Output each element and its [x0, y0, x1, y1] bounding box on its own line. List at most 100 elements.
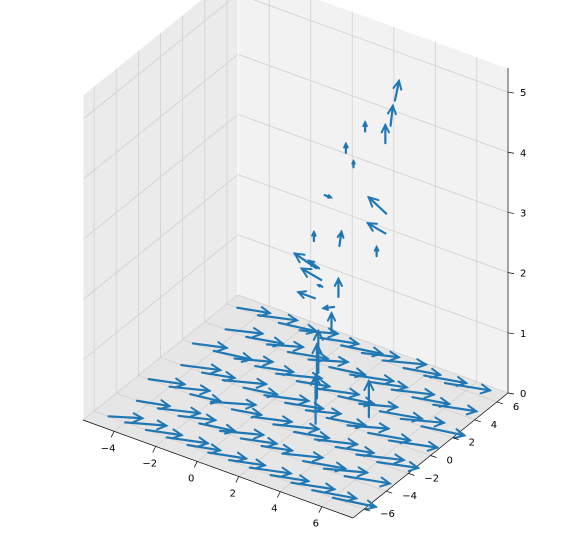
arrow-head: [266, 436, 279, 448]
quiver-arrow: [358, 400, 400, 412]
quiver-arrow: [336, 229, 345, 248]
arrow-shaft: [369, 380, 408, 389]
quiver-arrow: [263, 394, 311, 406]
arrow-shaft: [322, 467, 369, 474]
arrow-shaft: [297, 291, 316, 300]
quiver-arrow: [227, 458, 268, 470]
arrow-shaft: [411, 396, 451, 406]
y-tick-mark: [452, 437, 459, 440]
quiver-arrow: [387, 439, 440, 452]
quiver-arrow: [316, 387, 361, 399]
arrow-shaft: [319, 336, 360, 345]
x-tick-label: 0: [188, 473, 194, 484]
z-tick-mark: [507, 272, 515, 274]
y-tick-label: −2: [424, 473, 439, 484]
quiver-arrow: [218, 428, 266, 440]
arrow-head: [380, 122, 390, 134]
arrow-head: [245, 398, 258, 410]
quiver-arrow: [306, 259, 321, 270]
arrow-head: [388, 350, 402, 362]
arrow-head: [235, 451, 249, 463]
arrow-shaft: [198, 422, 236, 433]
arrow-shaft: [242, 386, 279, 396]
arrow-shaft: [124, 421, 168, 427]
arrow-head: [310, 373, 322, 386]
arrow-shaft: [316, 387, 360, 396]
arrow-shaft: [378, 410, 424, 420]
arrow-head: [363, 378, 375, 392]
arrow-shaft: [254, 364, 295, 374]
y-tick-label: 0: [447, 456, 453, 467]
arrow-shaft: [302, 459, 347, 470]
quiver-arrow: [319, 336, 361, 348]
arrow-shaft: [295, 380, 331, 388]
arrow-shaft: [311, 489, 358, 500]
arrow-shaft: [389, 104, 394, 127]
arrow-head: [337, 355, 350, 367]
arrow-head: [343, 141, 349, 149]
y-tick-label: 6: [513, 402, 519, 413]
arrow-shaft: [227, 458, 266, 467]
arrow-head: [393, 453, 407, 465]
arrow-head: [336, 229, 345, 239]
quiver-arrow: [144, 428, 184, 440]
arrow-head: [209, 363, 223, 375]
quiver-arrow: [177, 413, 218, 425]
arrow-shaft: [236, 306, 271, 315]
arrow-head: [197, 436, 210, 448]
arrow-shaft: [367, 196, 388, 215]
pane-edge: [82, 0, 202, 96]
z-tick-label: 0: [520, 389, 526, 400]
x-tick-mark: [193, 461, 198, 468]
quiver-arrow: [387, 103, 397, 127]
quiver-arrow: [147, 377, 187, 389]
arrow-shaft: [334, 445, 375, 455]
arrow-head: [392, 78, 403, 91]
x-tick-label: 4: [271, 504, 277, 515]
quiver-arrow: [265, 340, 306, 352]
quiver-arrow: [343, 141, 349, 155]
arrow-shaft: [420, 425, 466, 437]
arrow-shaft: [218, 429, 265, 437]
z-tick-mark: [507, 151, 515, 154]
arrow-shaft: [107, 415, 144, 420]
arrow-shaft: [248, 466, 292, 475]
arrow-head: [173, 377, 187, 389]
quiver-arrow: [369, 380, 409, 392]
arrow-shaft: [355, 453, 405, 462]
z-tick-mark: [507, 212, 515, 214]
quiver-arrow: [322, 466, 370, 478]
arrow-shaft: [260, 444, 294, 452]
quiver-arrow: [346, 422, 391, 434]
arrow-shaft: [272, 423, 320, 431]
quiver-arrow: [443, 381, 493, 395]
arrow-head: [479, 383, 493, 395]
arrow-shaft: [331, 496, 377, 508]
quiver-arrow: [333, 276, 343, 298]
y-tick-label: −4: [402, 491, 417, 502]
y-tick-label: 4: [491, 420, 497, 431]
arrow-shaft: [281, 452, 324, 459]
quiver-arrow: [392, 78, 403, 102]
arrow-shaft: [180, 363, 222, 372]
arrow-shaft: [313, 438, 359, 446]
arrow-shaft: [402, 366, 442, 376]
quiver-arrow: [365, 222, 387, 235]
x-tick-mark: [318, 506, 323, 513]
quiver-arrow: [432, 403, 479, 416]
quiver-arrow: [307, 355, 350, 367]
arrow-shaft: [135, 399, 171, 408]
arrow-head: [453, 428, 467, 439]
x-tick-label: 6: [313, 519, 319, 530]
arrow-head: [281, 415, 294, 427]
z-tick-label: 1: [520, 329, 526, 340]
arrow-head: [379, 476, 393, 488]
arrow-head: [465, 404, 479, 416]
quiver-arrow: [316, 284, 324, 288]
arrow-shaft: [293, 430, 330, 440]
quiver-arrow: [351, 158, 356, 169]
arrow-head: [356, 466, 370, 478]
arrow-shaft: [286, 350, 329, 360]
quiver-arrow: [355, 453, 407, 465]
arrow-head: [365, 499, 378, 511]
